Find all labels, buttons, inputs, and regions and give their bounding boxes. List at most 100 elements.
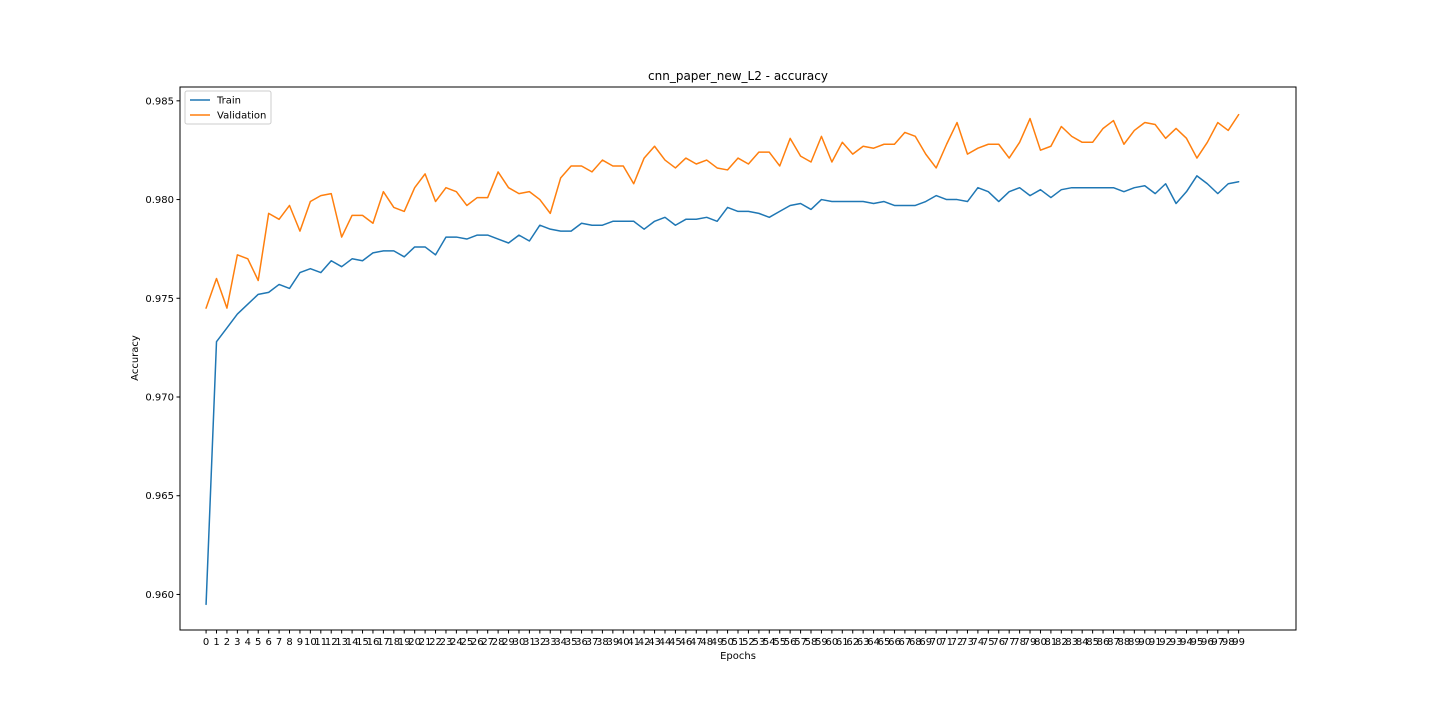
x-tick-label: 23 <box>440 637 453 648</box>
x-tick-label: 24 <box>450 637 463 648</box>
x-tick-label: 53 <box>752 637 765 648</box>
x-tick-label: 52 <box>742 637 755 648</box>
x-tick-label: 19 <box>398 637 411 648</box>
x-tick-label: 27 <box>481 637 494 648</box>
x-tick-label: 32 <box>533 637 546 648</box>
x-tick-label: 33 <box>544 637 557 648</box>
x-tick-label: 3 <box>234 637 240 648</box>
series-lines <box>205 113 1240 606</box>
x-tick-label: 95 <box>1191 637 1204 648</box>
x-tick-label: 40 <box>617 637 630 648</box>
y-axis-label: Accuracy <box>130 335 141 381</box>
y-tick-label: 0.980 <box>145 195 174 206</box>
x-tick-label: 94 <box>1180 637 1193 648</box>
x-tick-label: 75 <box>982 637 995 648</box>
x-tick-label: 70 <box>930 637 943 648</box>
x-tick-label: 39 <box>606 637 619 648</box>
x-tick-label: 4 <box>245 637 251 648</box>
x-tick-label: 59 <box>815 637 828 648</box>
x-tick-label: 48 <box>700 637 713 648</box>
x-tick-label: 13 <box>335 637 348 648</box>
x-tick-label: 86 <box>1097 637 1110 648</box>
x-tick-label: 66 <box>888 637 901 648</box>
x-tick-label: 20 <box>408 637 421 648</box>
x-tick-label: 81 <box>1045 637 1058 648</box>
x-tick-label: 11 <box>314 637 327 648</box>
x-tick-label: 16 <box>367 637 380 648</box>
x-tick-label: 31 <box>523 637 536 648</box>
y-tick-label: 0.975 <box>145 294 174 305</box>
x-tick-label: 9 <box>297 637 303 648</box>
x-tick-label: 2 <box>224 637 230 648</box>
x-tick-label: 49 <box>711 637 724 648</box>
x-tick-label: 61 <box>836 637 849 648</box>
x-tick-label: 41 <box>627 637 640 648</box>
y-tick-label: 0.960 <box>145 590 174 601</box>
x-tick-label: 90 <box>1138 637 1151 648</box>
x-tick-label: 87 <box>1107 637 1120 648</box>
x-tick-label: 1 <box>213 637 219 648</box>
x-tick-label: 89 <box>1128 637 1141 648</box>
x-axis-label: Epochs <box>720 651 756 662</box>
y-axis-ticks: 0.960 0.965 0.970 0.975 0.980 0.985 <box>145 96 180 601</box>
x-tick-label: 92 <box>1159 637 1172 648</box>
x-tick-label: 72 <box>951 637 964 648</box>
x-tick-label: 28 <box>492 637 505 648</box>
series-line-train <box>205 175 1240 606</box>
x-tick-label: 83 <box>1065 637 1078 648</box>
x-axis-ticks: 0 1 2 3 4 5 6 7 8 9 101112131415161718192021222324… <box>203 630 1245 648</box>
x-tick-label: 68 <box>909 637 922 648</box>
x-tick-label: 69 <box>919 637 932 648</box>
x-tick-label: 14 <box>346 637 359 648</box>
x-tick-label: 36 <box>575 637 588 648</box>
x-tick-label: 37 <box>586 637 599 648</box>
x-tick-label: 97 <box>1211 637 1224 648</box>
x-tick-label: 26 <box>471 637 484 648</box>
x-tick-label: 18 <box>387 637 400 648</box>
x-tick-label: 35 <box>565 637 578 648</box>
x-tick-label: 25 <box>460 637 473 648</box>
x-tick-label: 80 <box>1034 637 1047 648</box>
x-tick-label: 57 <box>794 637 807 648</box>
x-tick-label: 43 <box>648 637 661 648</box>
x-tick-label: 88 <box>1118 637 1131 648</box>
x-tick-label: 78 <box>1013 637 1026 648</box>
x-tick-label: 63 <box>857 637 870 648</box>
y-tick-label: 0.985 <box>145 96 174 107</box>
x-tick-label: 22 <box>429 637 442 648</box>
y-tick-label: 0.970 <box>145 393 174 404</box>
x-tick-label: 82 <box>1055 637 1068 648</box>
chart-title: cnn_paper_new_L2 - accuracy <box>648 69 828 83</box>
x-tick-label: 79 <box>1024 637 1037 648</box>
x-tick-label: 64 <box>867 637 880 648</box>
x-tick-label: 50 <box>721 637 734 648</box>
x-tick-label: 30 <box>513 637 526 648</box>
x-tick-label: 76 <box>992 637 1005 648</box>
legend-label-validation: Validation <box>217 111 266 122</box>
x-tick-label: 93 <box>1170 637 1183 648</box>
y-tick-label: 0.965 <box>145 491 174 502</box>
legend: Train Validation <box>184 90 272 125</box>
x-tick-label: 55 <box>773 637 786 648</box>
x-tick-label: 62 <box>846 637 859 648</box>
x-tick-label: 45 <box>669 637 682 648</box>
x-tick-label: 73 <box>961 637 974 648</box>
x-tick-label: 96 <box>1201 637 1214 648</box>
x-tick-label: 15 <box>356 637 369 648</box>
x-tick-label: 91 <box>1149 637 1162 648</box>
x-tick-label: 21 <box>419 637 432 648</box>
x-tick-label: 84 <box>1076 637 1089 648</box>
series-line-validation <box>205 113 1240 309</box>
x-tick-label: 71 <box>940 637 953 648</box>
x-tick-label: 5 <box>255 637 261 648</box>
x-tick-label: 54 <box>763 637 776 648</box>
legend-label-train: Train <box>216 96 241 107</box>
x-tick-label: 74 <box>972 637 985 648</box>
x-tick-label: 17 <box>377 637 390 648</box>
x-tick-label: 8 <box>286 637 292 648</box>
x-tick-label: 10 <box>304 637 317 648</box>
x-tick-label: 47 <box>690 637 703 648</box>
x-tick-label: 77 <box>1003 637 1016 648</box>
x-tick-label: 7 <box>276 637 282 648</box>
